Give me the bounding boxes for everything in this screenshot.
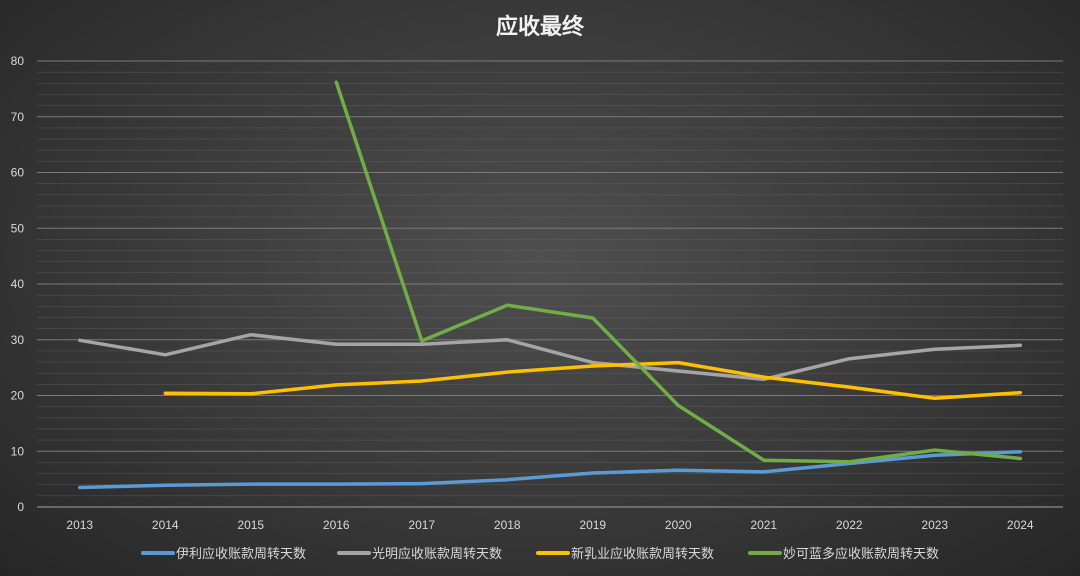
chart-title: 应收最终 (496, 14, 585, 40)
x-tick-label: 2017 (408, 518, 435, 532)
minor-gridlines (37, 71, 1063, 497)
x-tick-label: 2013 (66, 518, 93, 532)
y-tick-label: 70 (11, 110, 25, 124)
legend: 伊利应收账款周转天数 光明应收账款周转天数 新乳业应收账款周转天数 妙可蓝多应收账款周… (141, 546, 939, 562)
x-tick-label: 2024 (1007, 518, 1034, 532)
y-tick-label: 20 (11, 389, 25, 403)
y-tick-label: 80 (11, 54, 25, 68)
major-gridlines (37, 60, 1063, 508)
x-tick-label: 2014 (152, 518, 179, 532)
y-axis-ticks: 0 10 20 30 40 50 60 70 80 (11, 54, 25, 514)
y-tick-label: 50 (11, 221, 25, 235)
x-tick-label: 2016 (323, 518, 350, 532)
series-line-0 (78, 450, 1023, 490)
y-tick-label: 40 (11, 277, 25, 291)
series-line-3 (334, 80, 1023, 464)
series-line-2 (163, 360, 1023, 401)
x-tick-label: 2021 (750, 518, 777, 532)
y-tick-label: 0 (17, 500, 24, 514)
x-tick-label: 2023 (921, 518, 948, 532)
x-axis-ticks: 2013 2014 2015 2016 2017 2018 2019 2020 2021 2022… (66, 518, 1034, 532)
x-tick-label: 2022 (836, 518, 863, 532)
y-tick-label: 60 (11, 166, 25, 180)
y-tick-label: 30 (11, 333, 25, 347)
x-tick-label: 2019 (579, 518, 606, 532)
x-tick-label: 2018 (494, 518, 521, 532)
x-tick-label: 2015 (237, 518, 264, 532)
legend-label: 新乳业应收账款周转天数 (571, 546, 714, 562)
series-lines (78, 80, 1023, 490)
legend-label: 光明应收账款周转天数 (372, 546, 502, 562)
y-tick-label: 10 (11, 444, 25, 458)
x-tick-label: 2020 (665, 518, 692, 532)
legend-label: 伊利应收账款周转天数 (176, 546, 306, 562)
series-line-1 (78, 332, 1023, 382)
legend-label: 妙可蓝多应收账款周转天数 (783, 546, 939, 562)
